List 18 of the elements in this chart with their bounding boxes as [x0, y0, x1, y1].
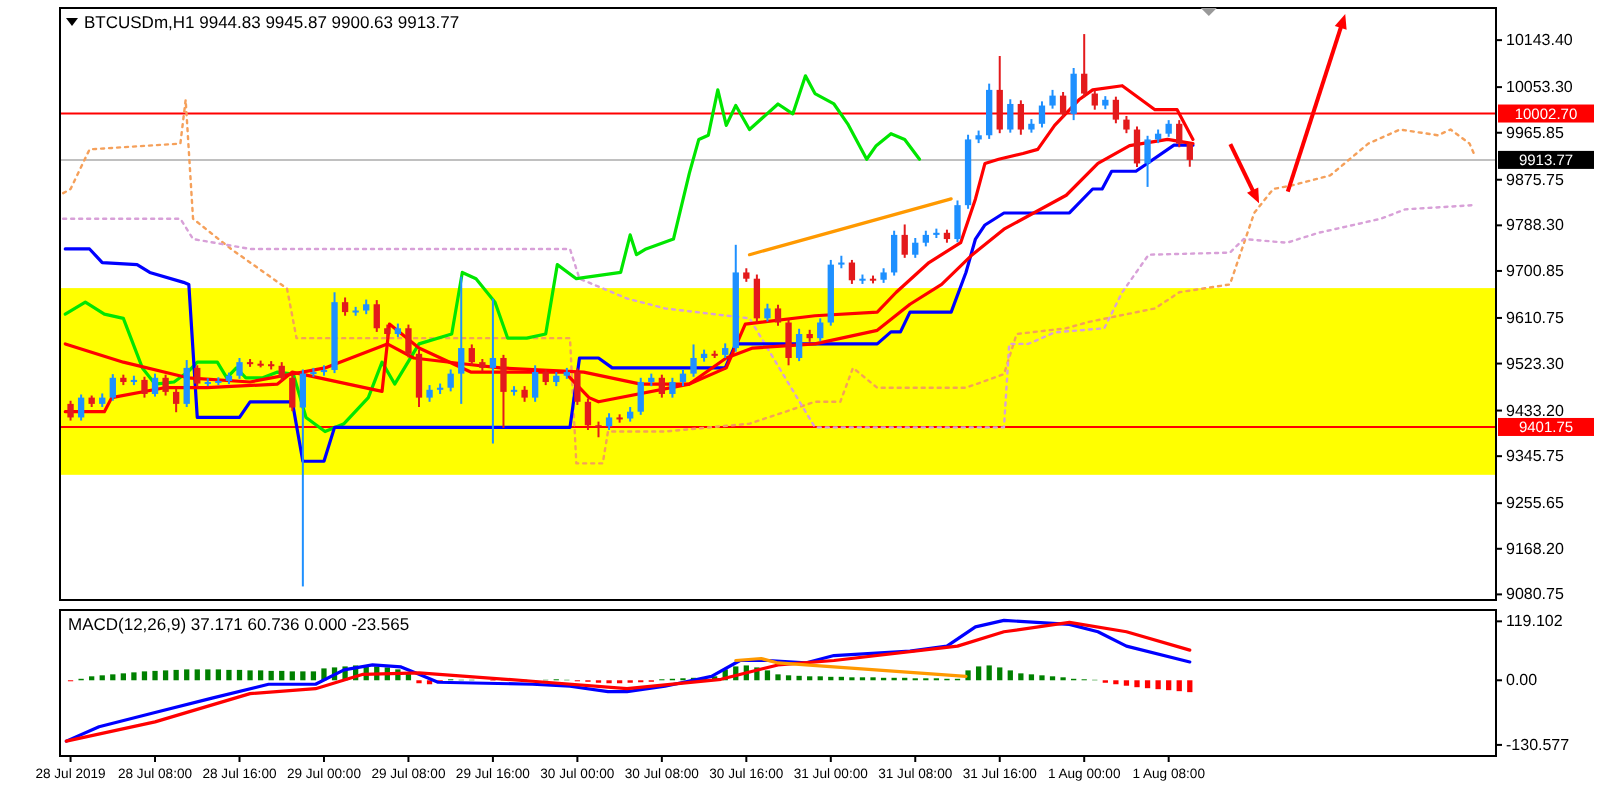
y-tick-label: 9965.85: [1506, 123, 1565, 142]
chart-title: MACD(12,26,9) 37.171 60.736 0.000 -23.565: [68, 614, 410, 634]
y-tick-label: 9433.20: [1506, 401, 1565, 420]
y-tick-label: 9523.30: [1506, 354, 1565, 373]
y-tick-label: -130.577: [1506, 735, 1571, 754]
y-tick-label: 9610.75: [1506, 308, 1565, 327]
y-tick-label: 9875.75: [1506, 170, 1565, 189]
y-tick-label: 9080.75: [1506, 585, 1565, 604]
y-tick-label: 9168.20: [1506, 539, 1565, 558]
chart-title: BTCUSDm,H1 9944.83 9945.87 9900.63 9913.77: [84, 12, 460, 32]
y-tick-label: 9345.75: [1506, 447, 1565, 466]
y-tick-label: 9255.65: [1506, 494, 1565, 513]
y-tick-label: 0.00: [1506, 671, 1539, 690]
y-tick-label: 9700.85: [1506, 261, 1565, 280]
y-tick-label: 10053.30: [1506, 78, 1574, 97]
y-tick-label: 9788.30: [1506, 216, 1565, 235]
y-tick-label: 10143.40: [1506, 31, 1574, 50]
y-tick-label: 119.102: [1506, 612, 1564, 631]
